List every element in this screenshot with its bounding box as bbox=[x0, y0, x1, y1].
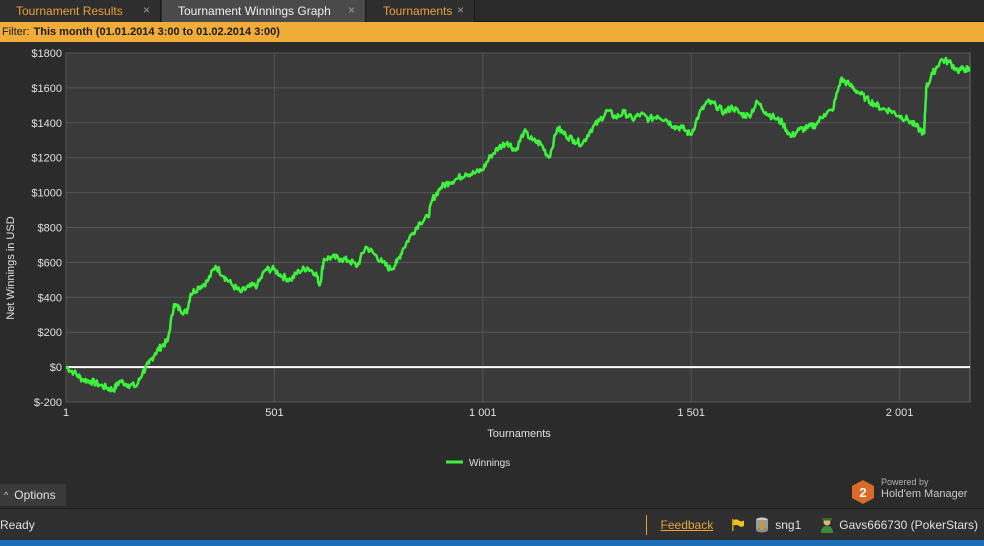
flag-icon[interactable] bbox=[731, 519, 745, 531]
filter-bar[interactable]: Filter: This month (01.01.2014 3:00 to 0… bbox=[0, 22, 984, 42]
x-tick-labels: 1 501 1 001 1 501 2 001 bbox=[63, 407, 913, 419]
player-avatar-icon[interactable] bbox=[819, 517, 835, 533]
x-tick-label: 1 bbox=[63, 407, 69, 419]
y-tick-label: $1000 bbox=[31, 188, 62, 200]
tab-tournament-results[interactable]: Tournament Results × bbox=[0, 0, 161, 22]
feedback-link[interactable]: Feedback bbox=[660, 518, 714, 532]
x-axis-label: Tournaments bbox=[487, 428, 551, 440]
x-tick-label: 2 001 bbox=[886, 407, 914, 419]
y-tick-label: $1600 bbox=[31, 83, 62, 95]
y-tick-label: $0 bbox=[50, 362, 62, 374]
chevron-up-icon: ^ bbox=[4, 490, 9, 500]
tab-tournament-winnings-graph[interactable]: Tournament Winnings Graph × bbox=[162, 0, 366, 22]
y-tick-label: $400 bbox=[38, 292, 62, 304]
x-tick-label: 501 bbox=[265, 407, 283, 419]
y-tick-label: $-200 bbox=[34, 397, 62, 409]
y-tick-label: $600 bbox=[38, 257, 62, 269]
tab-label: Tournament Results bbox=[16, 4, 123, 18]
y-tick-label: $1800 bbox=[31, 48, 62, 60]
player-name[interactable]: Gavs666730 (PokerStars) bbox=[839, 518, 978, 532]
winnings-chart: $1800 $1600 $1400 $1200 $1000 $800 $600 $400 $20… bbox=[5, 48, 971, 469]
powered-by-logo: 2 Powered by Hold'em Manager bbox=[852, 476, 982, 504]
hem-logo-badge: 2 bbox=[859, 485, 866, 500]
y-tick-labels: $1800 $1600 $1400 $1200 $1000 $800 $600 $400 $20… bbox=[31, 48, 62, 409]
close-icon[interactable]: × bbox=[456, 3, 464, 17]
status-ready: Ready bbox=[0, 517, 35, 532]
y-axis-label: Net Winnings in USD bbox=[5, 216, 17, 319]
status-separator bbox=[645, 515, 647, 535]
x-tick-label: 1 501 bbox=[677, 407, 705, 419]
window-bottom-border bbox=[0, 540, 984, 546]
y-tick-label: $1400 bbox=[31, 118, 62, 130]
powered-by-product: Hold'em Manager bbox=[881, 488, 968, 500]
filter-value: This month (01.01.2014 3:00 to 01.02.201… bbox=[33, 26, 280, 38]
tab-label: Tournaments bbox=[383, 4, 453, 18]
y-tick-label: $200 bbox=[38, 327, 62, 339]
database-icon[interactable] bbox=[755, 517, 769, 533]
x-tick-label: 1 001 bbox=[469, 407, 497, 419]
options-label: Options bbox=[14, 488, 56, 502]
powered-by-text: Powered by bbox=[881, 477, 929, 487]
horizontal-grid bbox=[66, 52, 970, 403]
tab-bar: Tournament Results × Tournament Winnings… bbox=[0, 0, 984, 22]
close-icon[interactable]: × bbox=[142, 3, 150, 17]
database-name[interactable]: sng1 bbox=[775, 518, 802, 532]
legend-label-winnings: Winnings bbox=[469, 458, 510, 469]
tab-tournaments[interactable]: Tournaments × bbox=[367, 0, 475, 22]
series-line-winnings bbox=[65, 56, 971, 393]
hem-logo-icon: 2 bbox=[852, 480, 874, 504]
y-tick-label: $800 bbox=[38, 223, 62, 235]
status-right: Feedback sng1 Gavs666730 (PokerStars) bbox=[645, 509, 978, 541]
filter-label: Filter: bbox=[2, 26, 30, 38]
chart-area: $1800 $1600 $1400 $1200 $1000 $800 $600 $400 $20… bbox=[0, 42, 984, 482]
status-bar: Ready Feedback sng1 Gavs666730 (PokerSta… bbox=[0, 508, 984, 540]
tab-label: Tournament Winnings Graph bbox=[178, 4, 331, 18]
y-tick-label: $1200 bbox=[31, 153, 62, 165]
options-toggle[interactable]: ^ Options bbox=[0, 484, 66, 506]
close-icon[interactable]: × bbox=[347, 3, 355, 17]
